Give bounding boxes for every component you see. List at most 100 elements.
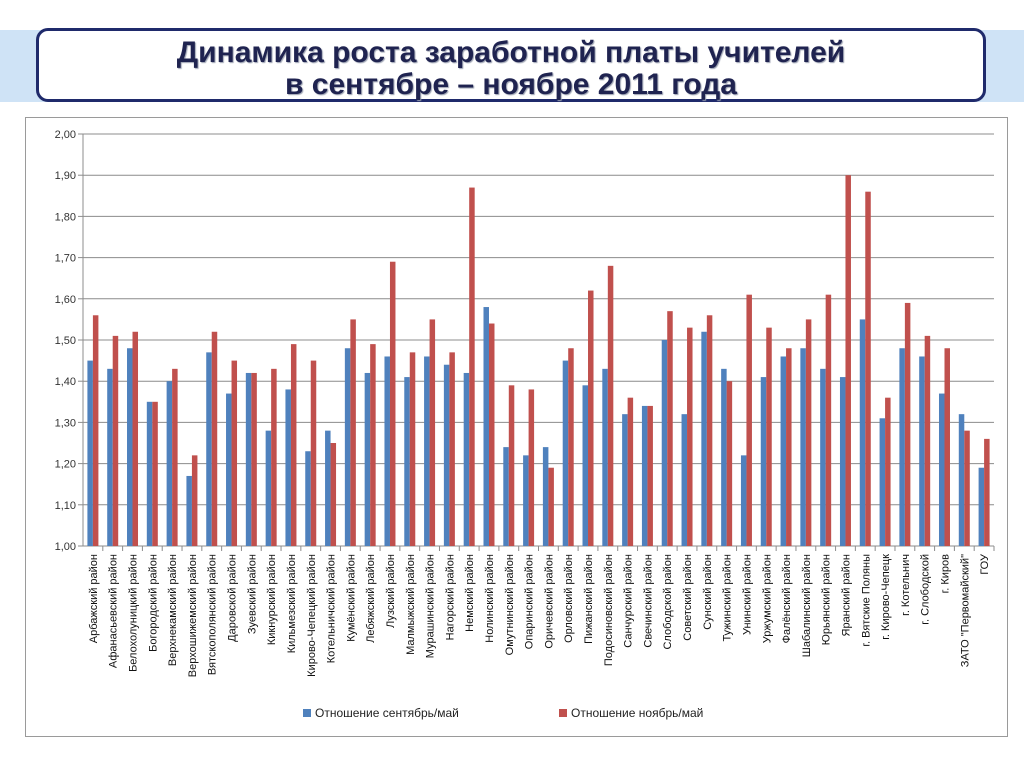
bar-series2	[667, 311, 673, 546]
bar-series1	[166, 381, 173, 546]
y-tick-label: 1,20	[55, 459, 76, 471]
bar-series2	[449, 352, 455, 546]
category-label: Лузский район	[385, 554, 397, 628]
bar-series1	[681, 414, 688, 546]
bar-series2	[904, 302, 911, 546]
category-label: Афанасьевский район	[108, 554, 120, 668]
y-tick-label: 1,60	[55, 294, 76, 306]
bar-series2	[251, 372, 257, 546]
category-label: Свечинский район	[642, 554, 654, 648]
bar-series1	[542, 447, 549, 546]
bar-series2	[726, 381, 733, 546]
bar-series1	[622, 414, 628, 546]
category-label: г. Слободской	[920, 554, 932, 625]
bar-series1	[265, 430, 272, 546]
bar-series2	[469, 187, 475, 546]
y-tick-label: 1,80	[55, 211, 76, 223]
bar-series2	[172, 368, 178, 546]
bar-series2	[310, 360, 317, 546]
category-label: Верхнекамский район	[167, 554, 179, 666]
category-label: г. Котельнич	[900, 554, 912, 616]
bar-series1	[463, 372, 470, 546]
bar-series2	[865, 191, 871, 546]
bar-series2	[964, 430, 970, 546]
bar-series2	[805, 319, 812, 546]
category-label: Белохолуницкий район	[128, 554, 140, 672]
bar-series2	[429, 319, 436, 546]
bar-series2	[271, 368, 277, 546]
bar-series1	[919, 356, 925, 546]
y-tick-label: 2,00	[55, 129, 76, 141]
bar-series2	[984, 438, 990, 546]
bar-series1	[780, 356, 787, 546]
bar-series1	[285, 389, 291, 546]
bar-series1	[384, 356, 390, 546]
bar-series1	[938, 393, 945, 546]
category-label: Унинский район	[741, 554, 753, 635]
category-label: Шабалинский район	[801, 554, 813, 657]
bar-series1	[839, 377, 846, 546]
bar-series2	[924, 335, 931, 546]
bar-series2	[588, 290, 594, 546]
bar-series1	[127, 348, 133, 546]
bar-series1	[582, 385, 589, 546]
bar-chart: 1,00 1,10 1,20 1,30 1,40 1,50 1,60 1,70 1,80 1,90…	[55, 129, 995, 720]
bar-series1	[245, 372, 252, 546]
bar-series1	[404, 377, 410, 546]
bar-series1	[87, 360, 93, 546]
bar-series2	[706, 315, 713, 546]
category-label: Арбажский район	[88, 554, 100, 643]
category-label: Нолинский район	[484, 554, 496, 643]
category-label: г. Киров	[939, 554, 951, 594]
category-label: Пижанский район	[583, 554, 595, 644]
category-label: Богородский район	[147, 554, 159, 652]
bar-series2	[528, 389, 535, 546]
category-label: Малмыжский район	[405, 554, 417, 655]
legend-swatch-series2	[559, 709, 567, 717]
bar-series2	[231, 360, 238, 546]
bar-series2	[370, 344, 376, 546]
bar-series2	[647, 405, 653, 546]
bar-series2	[191, 455, 198, 546]
category-label: Тужинский район	[722, 554, 734, 642]
legend-label-series2: Отношение ноябрь/май	[571, 706, 703, 720]
y-tick-label: 1,70	[55, 253, 76, 265]
bar-series2	[409, 352, 416, 546]
bar-series1	[721, 368, 727, 546]
bar-series1	[661, 340, 668, 546]
bar-series2	[607, 265, 614, 546]
bar-series1	[483, 307, 489, 546]
category-label: Санчурский район	[623, 554, 635, 648]
category-label: Подосиновский район	[603, 554, 615, 666]
category-label: Вятскополянский район	[207, 554, 219, 675]
category-label: г. Кирово-Чепецк	[880, 554, 892, 640]
category-label: Омутнинский район	[504, 554, 516, 655]
y-tick-label: 1,10	[55, 500, 76, 512]
bar-series2	[389, 261, 396, 546]
bar-series2	[766, 327, 772, 546]
bar-series1	[899, 348, 905, 546]
category-label: Кирово-Чепецкий район	[306, 554, 318, 677]
category-label: Уржумский район	[761, 554, 773, 643]
category-label: ЗАТО "Первомайский"	[959, 554, 971, 667]
bar-series1	[760, 377, 767, 546]
title-line-1: Динамика роста заработной платы учителей	[176, 36, 846, 69]
y-tick-label: 1,40	[55, 376, 76, 388]
bar-series1	[602, 368, 608, 546]
title-box: Динамика роста заработной платы учителей…	[36, 28, 986, 102]
category-label: Кильмезский район	[286, 554, 298, 653]
bar-series1	[107, 368, 113, 546]
bar-series1	[958, 414, 965, 546]
category-label: Лебяжский район	[365, 554, 377, 643]
bar-series2	[944, 348, 950, 546]
bar-series2	[568, 348, 574, 546]
bar-series2	[687, 327, 693, 546]
bar-series1	[859, 319, 866, 546]
y-tick-label: 1,00	[55, 541, 76, 553]
bar-series2	[885, 397, 891, 546]
bar-series1	[226, 393, 232, 546]
category-label: Юрьянский район	[821, 554, 833, 645]
bar-series1	[800, 348, 806, 546]
bar-series2	[112, 335, 119, 546]
title-line-2: в сентябре – ноябре 2011 года	[285, 68, 737, 101]
